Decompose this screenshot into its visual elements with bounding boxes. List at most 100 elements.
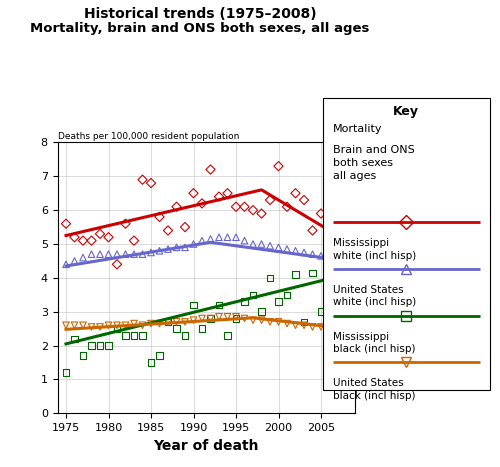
Point (274, 163, 282, 170)
Point (198, 199, 206, 207)
Point (156, 352, 164, 360)
Point (206, 315, 214, 322)
Point (342, 325, 350, 333)
Point (113, 321, 121, 329)
Text: Deaths per 100,000 resident population: Deaths per 100,000 resident population (58, 132, 239, 141)
Point (172, 325, 180, 333)
Point (215, 234, 223, 241)
Point (130, 320, 138, 327)
Point (96, 230, 104, 238)
Point (300, 196, 308, 204)
Point (130, 237, 138, 244)
Point (326, 318, 334, 325)
Point (317, 323, 325, 331)
Point (130, 250, 138, 258)
Text: Historical trends (1975–2008): Historical trends (1975–2008) (84, 7, 316, 21)
Point (104, 250, 112, 258)
Point (266, 274, 274, 282)
Point (258, 317, 266, 324)
Point (300, 249, 308, 256)
Point (164, 318, 172, 325)
Point (62, 369, 70, 376)
Point (224, 234, 232, 241)
Point (334, 255, 342, 263)
Point (172, 203, 180, 211)
Point (258, 240, 266, 248)
Point (274, 318, 282, 325)
Point (266, 196, 274, 204)
Point (96, 323, 104, 331)
Point (326, 213, 334, 220)
Point (79, 321, 87, 329)
Point (198, 325, 206, 333)
Text: Mortality, brain and ONS both sexes, all ages: Mortality, brain and ONS both sexes, all… (30, 22, 369, 35)
Point (164, 226, 172, 234)
Point (70, 257, 78, 265)
Point (164, 318, 172, 325)
Point (240, 237, 248, 244)
Point (249, 240, 257, 248)
Text: Mississippi
white (incl hisp): Mississippi white (incl hisp) (332, 238, 416, 261)
Point (317, 210, 325, 217)
Point (138, 176, 146, 184)
Point (232, 315, 240, 322)
Point (138, 250, 146, 258)
Point (342, 257, 350, 265)
Point (172, 318, 180, 325)
Text: United States
white (incl hisp): United States white (incl hisp) (332, 285, 416, 307)
Point (274, 244, 282, 251)
Point (326, 254, 334, 262)
Point (300, 318, 308, 325)
Point (96, 250, 104, 258)
Text: United States
black (incl hisp): United States black (incl hisp) (332, 378, 415, 401)
Point (342, 230, 350, 238)
Point (274, 298, 282, 305)
Point (232, 203, 240, 211)
Point (249, 317, 257, 324)
Point (88, 237, 96, 244)
Text: Brain and ONS
both sexes
all ages: Brain and ONS both sexes all ages (332, 145, 414, 181)
Point (130, 332, 138, 339)
Point (240, 203, 248, 211)
Point (79, 237, 87, 244)
Point (190, 317, 198, 324)
Point (181, 244, 189, 251)
Point (181, 223, 189, 231)
Point (198, 237, 206, 244)
Point (181, 318, 189, 325)
Point (232, 313, 240, 320)
Point (104, 321, 112, 329)
Point (164, 245, 172, 253)
Point (70, 335, 78, 342)
Point (224, 332, 232, 339)
Point (147, 179, 155, 187)
Point (326, 325, 334, 333)
Point (317, 252, 325, 260)
Point (96, 342, 104, 349)
Point (334, 325, 342, 333)
Point (206, 315, 214, 322)
Point (88, 250, 96, 258)
Point (62, 321, 70, 329)
Point (292, 271, 300, 278)
Point (317, 308, 325, 316)
Point (206, 235, 214, 243)
Point (198, 315, 206, 322)
Point (300, 321, 308, 329)
Point (70, 234, 78, 241)
Point (147, 359, 155, 366)
Point (308, 323, 316, 331)
Point (283, 320, 291, 327)
Point (334, 234, 342, 241)
Point (147, 249, 155, 256)
Point (79, 254, 87, 262)
Text: Key: Key (393, 106, 419, 118)
Point (232, 234, 240, 241)
Point (283, 203, 291, 211)
Point (266, 242, 274, 249)
Point (190, 301, 198, 309)
Point (122, 250, 130, 258)
Text: Mortality: Mortality (332, 124, 382, 134)
Point (79, 352, 87, 360)
Point (88, 323, 96, 331)
